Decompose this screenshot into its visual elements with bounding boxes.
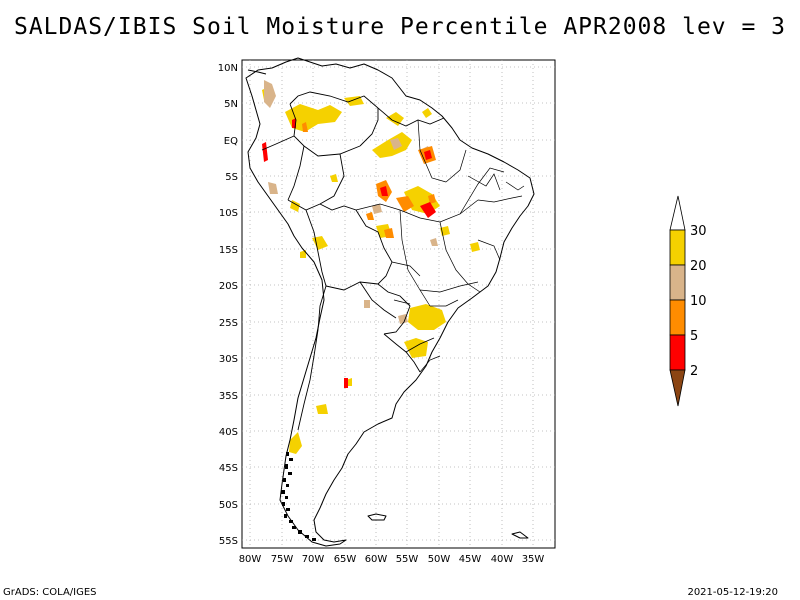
map-title: SALDAS/IBIS Soil Moisture Percentile APR… (13, 14, 787, 40)
lat-label: 10N (218, 63, 238, 74)
gridlines (242, 60, 555, 548)
colorbar-bin-5-10 (669, 299, 686, 336)
colorbar-label: 2 (690, 364, 698, 379)
lat-label: 50S (219, 500, 238, 511)
lat-label: 55S (219, 536, 238, 547)
colorbar-cap-top (669, 195, 686, 231)
lat-label: 5S (225, 172, 238, 183)
lon-label: 75W (271, 554, 294, 565)
coastlines (245, 57, 535, 547)
lon-label: 70W (302, 554, 325, 565)
lat-label: 15S (219, 245, 238, 256)
lat-axis-labels: 10N 5N EQ 5S 10S 15S 20S 25S 30S 35S 40S… (218, 63, 238, 547)
lat-label: 45S (219, 463, 238, 474)
lon-label: 50W (428, 554, 451, 565)
lon-label: 60W (365, 554, 388, 565)
lat-label: 35S (219, 391, 238, 402)
colorbar-bin-20-30 (669, 229, 686, 266)
colorbar (669, 195, 686, 407)
colorbar-bin-2-5 (669, 334, 686, 371)
lat-label: EQ (224, 136, 238, 147)
lon-label: 45W (459, 554, 482, 565)
fjord-islands (281, 452, 316, 541)
lon-axis-labels: 80W 75W 70W 65W 60W 55W 50W 45W 40W 35W (239, 554, 545, 565)
footer-credit: GrADS: COLA/IGES (3, 587, 97, 598)
footer-timestamp: 2021-05-12-19:20 (687, 587, 778, 598)
colorbar-label: 30 (690, 224, 707, 239)
lon-label: 80W (239, 554, 262, 565)
lat-label: 25S (219, 318, 238, 329)
state-borders (355, 119, 525, 373)
colorbar-label: 5 (690, 329, 698, 344)
lon-label: 35W (522, 554, 545, 565)
lat-label: 40S (219, 427, 238, 438)
lon-label: 65W (334, 554, 357, 565)
country-borders (261, 91, 445, 431)
lat-label: 30S (219, 354, 238, 365)
colorbar-label: 10 (690, 294, 707, 309)
colorbar-cap-bottom (669, 369, 686, 407)
colorbar-labels: 30 20 10 5 2 (690, 224, 707, 379)
percentile-patches (262, 80, 480, 454)
colorbar-bin-10-20 (669, 264, 686, 301)
lat-label: 5N (224, 99, 238, 110)
lat-label: 20S (219, 281, 238, 292)
lon-label: 55W (396, 554, 419, 565)
lon-label: 40W (491, 554, 514, 565)
lat-label: 10S (219, 208, 238, 219)
colorbar-label: 20 (690, 259, 707, 274)
